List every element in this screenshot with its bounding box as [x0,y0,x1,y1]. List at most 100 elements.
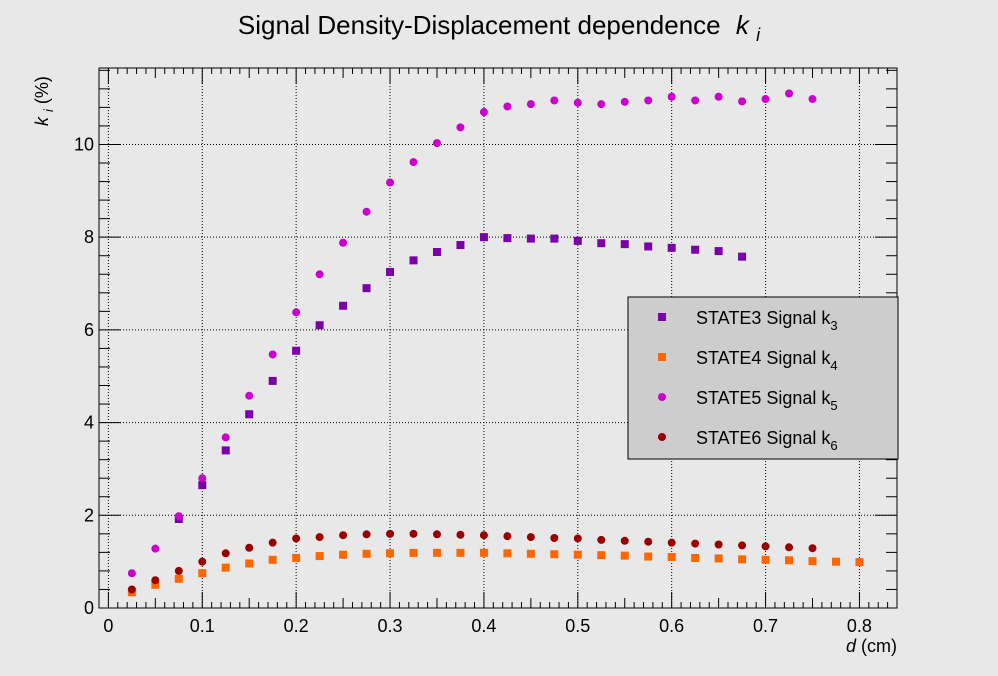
data-point [198,569,207,578]
data-point [714,247,723,256]
data-point [738,97,747,106]
legend-marker [658,393,666,401]
data-point [761,555,770,564]
data-point [526,533,535,542]
data-point [456,241,465,250]
x-tick-label: 0 [103,616,113,636]
y-tick-label: 0 [84,598,94,618]
data-point [620,97,629,106]
y-axis-subscript: i [41,108,56,112]
y-axis-unit: (%) [32,76,52,104]
data-point [479,548,488,557]
data-point [785,543,794,552]
chart-title-text: Signal Density-Displacement dependence [238,10,721,40]
data-point [432,248,441,257]
data-point [339,531,348,540]
legend-label: STATE3 Signal k3 [696,308,838,333]
chart-title: Signal Density-Displacement dependence k… [238,10,761,45]
data-point [691,539,700,548]
legend-label-subscript: 4 [830,358,837,373]
data-point [362,284,371,293]
data-point [151,544,160,553]
x-tick-label: 0.7 [753,616,778,636]
data-point [339,301,348,310]
data-point [315,321,324,330]
data-point [409,529,418,538]
x-tick-label: 0.2 [284,616,309,636]
data-point [432,548,441,557]
data-point [620,240,629,249]
legend-label-text: STATE4 Signal k [696,348,831,368]
data-point [785,556,794,565]
series-5 [127,89,817,578]
data-point [456,123,465,132]
data-point [386,549,395,558]
data-point [714,540,723,549]
data-point [761,95,770,104]
data-point [479,531,488,540]
data-point [597,239,606,248]
data-point [221,446,230,455]
x-axis-symbol: d [846,636,857,656]
data-point [550,534,559,543]
y-axis-symbol: k [32,116,52,126]
data-point [127,585,136,594]
x-tick-label: 0.4 [471,616,496,636]
data-point [526,100,535,109]
data-point [785,89,794,98]
data-point [362,530,371,539]
y-tick-label: 6 [84,320,94,340]
legend-label-text: STATE5 Signal k [696,388,831,408]
data-point [597,551,606,560]
data-point [151,576,160,585]
x-axis-title: d (cm) [846,636,897,656]
data-point [339,238,348,247]
data-point [409,158,418,167]
data-point [573,98,582,107]
data-point [738,541,747,550]
data-point [644,96,653,105]
data-point [245,391,254,400]
data-point [808,95,817,104]
data-point [738,555,747,564]
legend-label: STATE5 Signal k5 [696,388,838,413]
data-point [597,100,606,109]
data-point [292,346,301,355]
legend-label-text: STATE6 Signal k [696,428,831,448]
data-point [479,108,488,117]
legend-label-subscript: 3 [830,318,837,333]
data-point [761,542,770,551]
data-point [292,553,301,562]
data-point [667,553,676,562]
data-point [245,543,254,552]
data-point [620,536,629,545]
data-point [503,234,512,243]
data-point [503,532,512,541]
data-point [339,550,348,559]
x-tick-label: 0.8 [847,616,872,636]
data-point [174,574,183,583]
data-point [198,557,207,566]
data-point [550,550,559,559]
legend-marker [658,433,666,441]
legend-label-subscript: 6 [830,438,837,453]
data-point [644,552,653,561]
legend-marker [658,353,666,361]
data-point [386,267,395,276]
data-point [245,559,254,568]
legend-marker [658,313,666,321]
data-point [456,548,465,557]
data-point [315,552,324,561]
data-point [362,207,371,216]
data-point [667,92,676,101]
data-point [315,270,324,279]
data-point [644,242,653,251]
data-point [292,308,301,317]
x-tick-label: 0.5 [565,616,590,636]
data-point [268,555,277,564]
data-point [526,549,535,558]
series-6 [127,529,817,594]
data-point [432,139,441,148]
y-tick-label: 2 [84,505,94,525]
